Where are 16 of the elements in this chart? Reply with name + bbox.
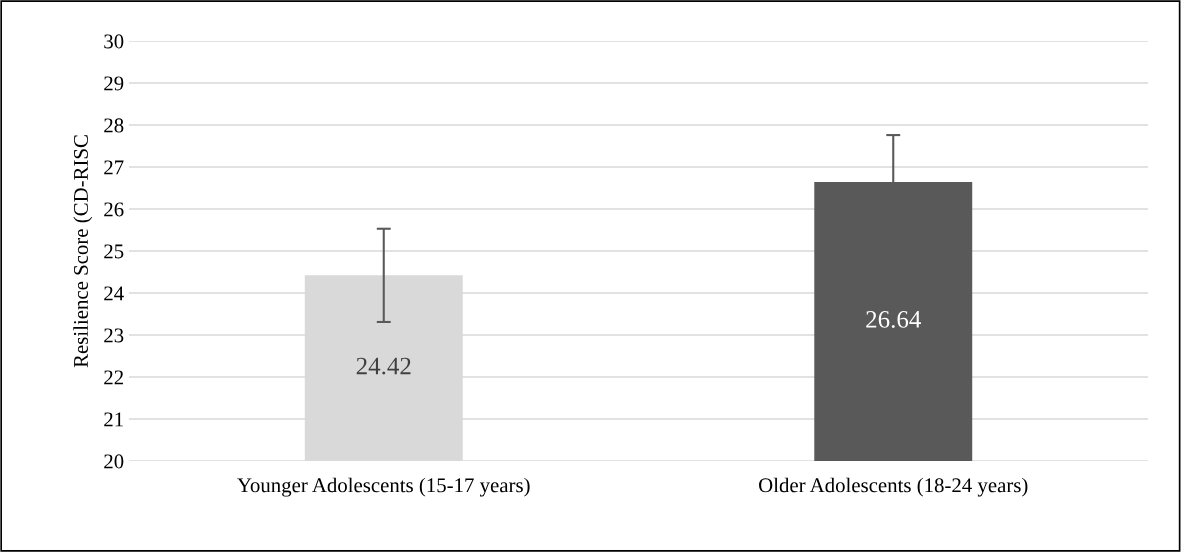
x-tick-label: Younger Adolescents (15-17 years) [237,477,530,497]
y-tick-label: 27 [104,160,124,175]
x-tick-label: Older Adolescents (18-24 years) [759,477,1028,497]
data-label: 24.42 [356,357,411,375]
y-tick-label: 24 [104,286,124,301]
y-tick-label: 23 [104,328,124,343]
y-tick-label: 20 [104,454,124,469]
y-tick-label: 28 [104,118,124,133]
y-tick-label: 22 [104,370,123,385]
y-tick-label: 26 [104,202,124,217]
y-tick-label: 30 [104,34,124,49]
y-tick-label: 25 [104,244,124,259]
data-label: 26.64 [866,311,921,328]
y-tick-label: 21 [104,412,123,427]
y-tick-label: 29 [104,76,124,91]
y-axis-title: Resilience Score (CD-RISC [73,135,93,368]
